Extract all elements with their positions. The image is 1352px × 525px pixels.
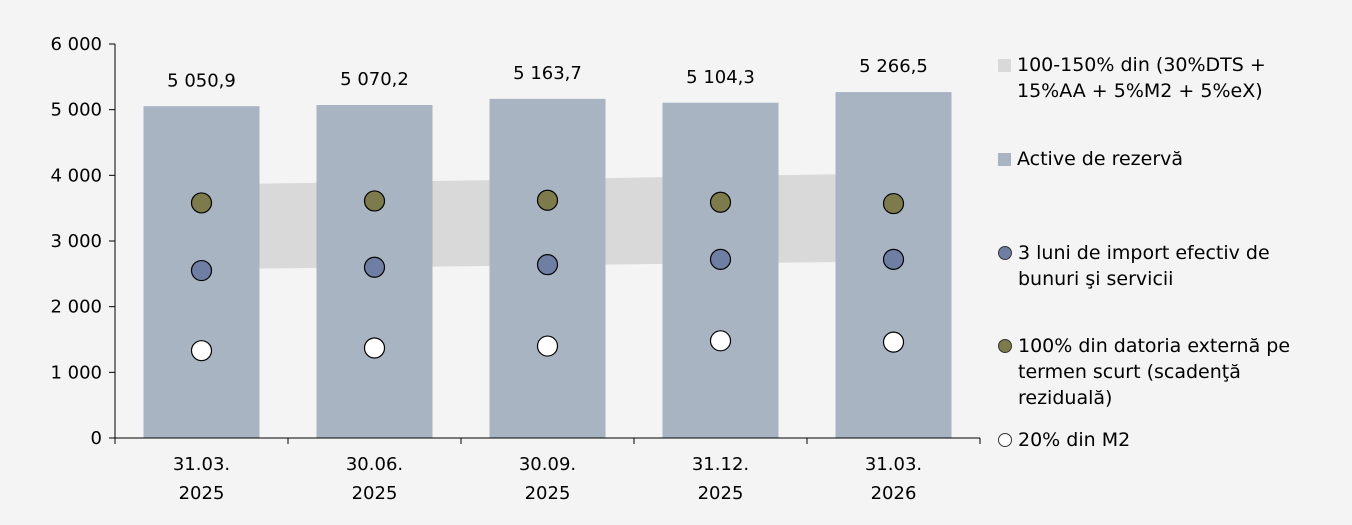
- legend-item: Active de rezervă: [998, 146, 1183, 172]
- legend-item: 100-150% din (30%DTS + 15%AA + 5%M2 + 5%e…: [998, 52, 1266, 104]
- x-tick-label: 2025: [698, 483, 744, 504]
- point-series-1-2: [536, 189, 559, 211]
- legend-label-line: 15%AA + 5%M2 + 5%eX): [1017, 80, 1263, 102]
- x-tick-label: 2025: [525, 483, 571, 504]
- y-tick-label: 0: [91, 428, 102, 449]
- legend-label: Active de rezervă: [1017, 146, 1183, 172]
- point-series-2-4: [882, 331, 905, 353]
- y-tick-label: 6 000: [50, 34, 102, 55]
- point-series-2-0: [190, 340, 213, 362]
- legend-label: 100-150% din (30%DTS + 15%AA + 5%M2 + 5%e…: [1017, 52, 1266, 104]
- point-series-2-2: [536, 335, 559, 357]
- y-tick-label: 1 000: [50, 362, 102, 383]
- y-tick-label: 3 000: [50, 231, 102, 252]
- x-tick-label: 31.12.: [692, 454, 749, 475]
- point-series-1-0: [190, 192, 213, 214]
- legend-label-line: 100% din datoria externă pe: [1018, 335, 1291, 357]
- legend-label: 20% din M2: [1018, 427, 1130, 453]
- bar-value-label: 5 050,9: [167, 70, 236, 91]
- x-tick-label: 30.09.: [519, 454, 576, 475]
- chart-plot-area: 5 050,9 5 070,2 5 163,7 5 104,3 5 266,5 0 1 00…: [50, 34, 981, 504]
- x-tick-label: 2026: [871, 483, 917, 504]
- legend-label-line: termen scurt (scadenţă: [1018, 361, 1241, 383]
- legend-swatch: [998, 59, 1011, 72]
- point-series-1-4: [882, 192, 905, 215]
- y-tick-label: 5 000: [50, 100, 102, 121]
- point-series-0-0: [190, 259, 213, 282]
- legend-label-line: 3 luni de import efectiv de: [1018, 242, 1270, 264]
- legend-item: 100% din datoria externă pe termen scurt …: [998, 333, 1290, 411]
- y-tick-label: 2 000: [50, 297, 102, 318]
- point-series-0-4: [882, 248, 905, 270]
- bar-value-label: 5 266,5: [859, 56, 928, 77]
- legend-swatch: [998, 433, 1012, 447]
- point-series-0-3: [709, 248, 732, 270]
- legend-label-line: 100-150% din (30%DTS +: [1017, 54, 1266, 76]
- bar-reserve-assets-front-3: [662, 102, 779, 439]
- point-series-0-2: [536, 254, 559, 276]
- legend-label-line: 20% din M2: [1018, 429, 1131, 451]
- point-series-0-1: [363, 256, 386, 278]
- legend-swatch: [998, 246, 1012, 260]
- legend-swatch: [998, 339, 1012, 353]
- legend-label-line: bunuri şi servicii: [1018, 268, 1174, 290]
- y-tick-label: 4 000: [50, 165, 102, 186]
- x-tick-label: 2025: [352, 483, 398, 504]
- point-series-2-3: [709, 330, 732, 352]
- legend-label-line: Active de rezervă: [1017, 148, 1184, 170]
- point-series-1-3: [709, 191, 732, 213]
- point-series-1-1: [363, 190, 386, 212]
- bar-value-label: 5 163,7: [513, 63, 582, 84]
- legend-item: 20% din M2: [998, 427, 1130, 453]
- x-tick-label: 31.03.: [865, 454, 922, 475]
- x-tick-label: 30.06.: [346, 454, 403, 475]
- point-series-2-1: [363, 337, 386, 359]
- legend-label: 3 luni de import efectiv de bunuri şi ser…: [1018, 240, 1270, 292]
- legend-item: 3 luni de import efectiv de bunuri şi ser…: [998, 240, 1270, 292]
- x-tick-label: 31.03.: [173, 454, 230, 475]
- bar-value-label: 5 104,3: [686, 67, 755, 88]
- bar-value-label: 5 070,2: [340, 69, 409, 90]
- legend-label-line: reziduală): [1018, 387, 1113, 409]
- legend-label: 100% din datoria externă pe termen scurt …: [1018, 333, 1290, 411]
- legend-swatch: [998, 153, 1011, 166]
- x-tick-label: 2025: [179, 483, 225, 504]
- chart-legend: 100-150% din (30%DTS + 15%AA + 5%M2 + 5%e…: [998, 0, 1348, 525]
